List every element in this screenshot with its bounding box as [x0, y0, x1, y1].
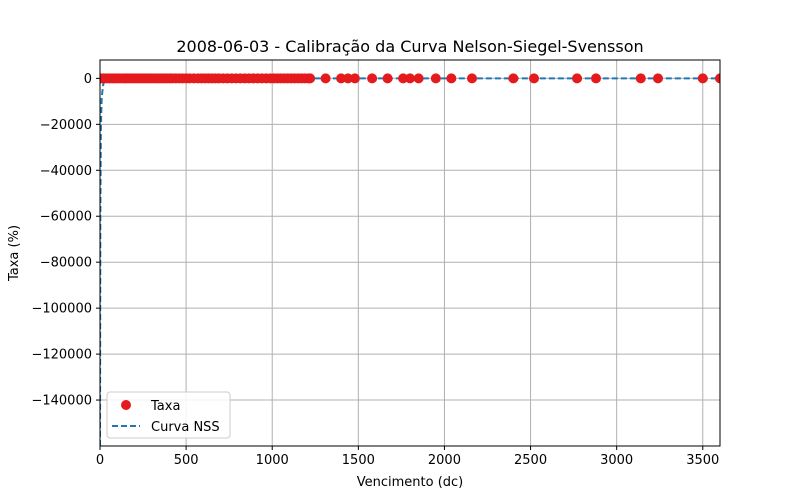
y-tick-label: −80000: [40, 256, 92, 271]
y-tick-label: −100000: [31, 302, 92, 317]
data-point-taxa: [697, 73, 708, 84]
plot-frame: [99, 59, 721, 447]
series-layer: [100, 73, 720, 446]
y-tick-label: −40000: [40, 164, 92, 179]
y-tick-label: −120000: [31, 348, 92, 363]
data-point-taxa: [367, 73, 378, 84]
y-tick-label: −60000: [40, 210, 92, 225]
x-tick-label: 1500: [342, 453, 375, 468]
data-point-taxa: [343, 73, 353, 84]
x-tick-label: 3000: [600, 453, 633, 468]
plot-background: [100, 60, 720, 446]
legend-label-curva-nss: Curva NSS: [151, 420, 220, 435]
x-tick-label: 2000: [428, 453, 461, 468]
data-point-taxa: [635, 73, 646, 84]
data-point-taxa: [529, 73, 539, 84]
data-point-taxa: [336, 73, 347, 84]
grid: [99, 60, 720, 446]
legend: Taxa Curva NSS: [106, 391, 231, 439]
x-axis-label: Vencimento (dc): [357, 475, 464, 490]
data-point-taxa: [446, 73, 457, 84]
ticks: 0 500 1000 1500 2000 2500 3000 3500 0 −20000 −4000…: [31, 72, 719, 468]
x-tick-label: 0: [96, 453, 104, 468]
data-point-taxa: [320, 73, 331, 84]
data-point-taxa: [405, 73, 415, 84]
y-tick-label: −140000: [31, 394, 92, 409]
data-point-taxa: [398, 73, 409, 84]
data-point-taxa: [715, 73, 720, 84]
x-tick-label: 2500: [514, 453, 547, 468]
y-tick-label: −20000: [40, 118, 92, 133]
data-point-taxa: [349, 73, 360, 84]
legend-marker-taxa: [121, 400, 131, 410]
data-point-taxa: [467, 73, 477, 84]
data-point-taxa: [413, 73, 424, 84]
data-point-taxa: [591, 73, 601, 84]
legend-label-taxa: Taxa: [150, 399, 180, 414]
legend-box: [106, 391, 231, 439]
x-tick-label: 1000: [256, 453, 289, 468]
chart-title: 2008-06-03 - Calibração da Curva Nelson-…: [176, 37, 643, 56]
data-point-taxa: [430, 73, 441, 84]
data-point-taxa: [572, 73, 583, 84]
data-point-taxa: [305, 73, 316, 84]
data-point-taxa: [653, 73, 663, 84]
x-tick-label: 500: [174, 453, 199, 468]
data-point-taxa: [508, 73, 519, 84]
y-axis-label: Taxa (%): [7, 225, 22, 282]
x-tick-label: 3500: [686, 453, 719, 468]
y-tick-label: 0: [84, 72, 92, 87]
data-point-taxa: [382, 73, 393, 84]
